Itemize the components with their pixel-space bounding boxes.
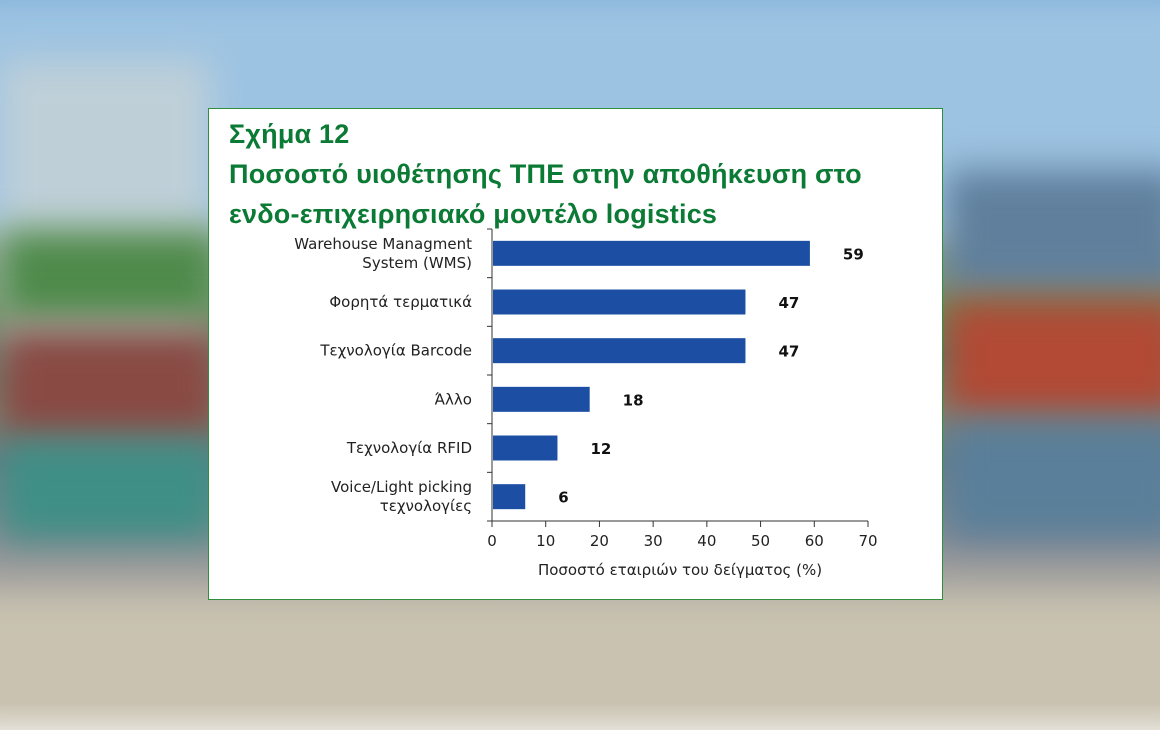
steel-container-blur-right xyxy=(945,420,1160,540)
orange-container-blur-right xyxy=(945,300,1160,420)
x-tick-label: 70 xyxy=(858,532,877,550)
bar xyxy=(493,386,590,412)
data-label: 12 xyxy=(590,440,611,458)
figure-title-line-2: ενδο-επιχειρησιακό μοντέλο logistics xyxy=(229,199,718,229)
ground-blur xyxy=(0,600,1160,730)
x-tick-label: 0 xyxy=(487,532,497,550)
bar xyxy=(493,484,526,510)
x-tick-label: 10 xyxy=(536,532,555,550)
data-label: 47 xyxy=(778,343,799,361)
category-label: Τεχνολογία Barcode xyxy=(319,342,472,360)
data-label: 47 xyxy=(778,294,799,312)
category-label: System (WMS) xyxy=(362,254,472,272)
chart-axes xyxy=(487,228,869,527)
category-label: Φορητά τερματικά xyxy=(329,293,472,311)
category-label: τεχνολογίες xyxy=(380,497,472,515)
chart-labels: 0 10 20 30 40 50 60 70 Ποσοστό εταιριών του δείγ… xyxy=(294,235,877,579)
figure-title-line-1: Ποσοστό υιοθέτησης ΤΠΕ στην αποθήκευση σ… xyxy=(229,159,862,189)
bar-chart: 0 10 20 30 40 50 60 70 Ποσοστό εταιριών του δείγ… xyxy=(294,228,878,579)
bar xyxy=(493,240,810,266)
red-container-blur-left xyxy=(0,330,220,440)
green-container-blur-left xyxy=(0,230,220,320)
category-label: Voice/Light picking xyxy=(331,478,472,496)
data-label: 6 xyxy=(558,489,568,507)
x-axis-title: Ποσοστό εταιριών του δείγματος (%) xyxy=(538,561,822,579)
data-label: 18 xyxy=(623,391,644,409)
category-label: Τεχνολογία RFID xyxy=(346,439,472,457)
teal-container-blur-left xyxy=(0,440,220,540)
x-tick-label: 30 xyxy=(644,532,663,550)
x-tick-label: 60 xyxy=(805,532,824,550)
bar xyxy=(493,289,746,315)
x-tick-label: 50 xyxy=(751,532,770,550)
data-label: 59 xyxy=(843,245,864,263)
figure-card: Σχήμα 12 Ποσοστό υιοθέτησης ΤΠΕ στην απο… xyxy=(208,108,943,600)
chart-bars xyxy=(493,240,810,510)
category-label: Άλλο xyxy=(435,390,472,408)
bar xyxy=(493,338,746,364)
figure-number: Σχήμα 12 xyxy=(229,119,350,149)
blue-container-blur-right xyxy=(945,170,1160,290)
category-label: Warehouse Managment xyxy=(294,235,472,253)
x-tick-label: 20 xyxy=(590,532,609,550)
x-tick-label: 40 xyxy=(697,532,716,550)
bar xyxy=(493,435,558,461)
